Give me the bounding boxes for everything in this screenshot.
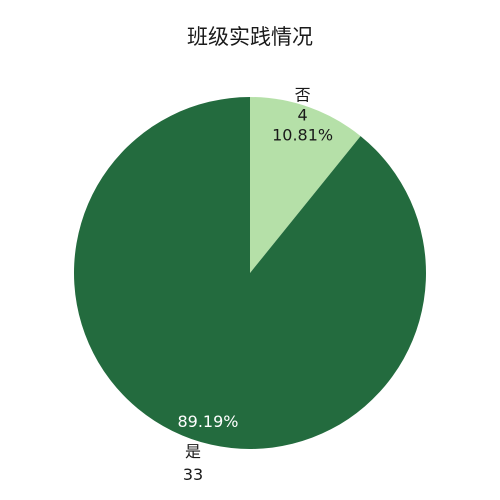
slice-value-label: 4 [298,105,308,124]
slice-percent-label: 10.81% [272,125,333,144]
slice-percent-label: 89.19% [177,412,238,431]
pie-labels: 10.81%4否 89.19% 是 33 [177,85,333,484]
pie-slices [73,97,426,449]
slice-value-label: 33 [183,465,203,484]
pie-slice-1 [250,97,361,273]
slice-name-label: 否 [295,85,311,104]
slice-name-label: 是 [185,442,201,461]
chart-title: 班级实践情况 [187,25,313,49]
pie-slice-2 [73,97,426,449]
